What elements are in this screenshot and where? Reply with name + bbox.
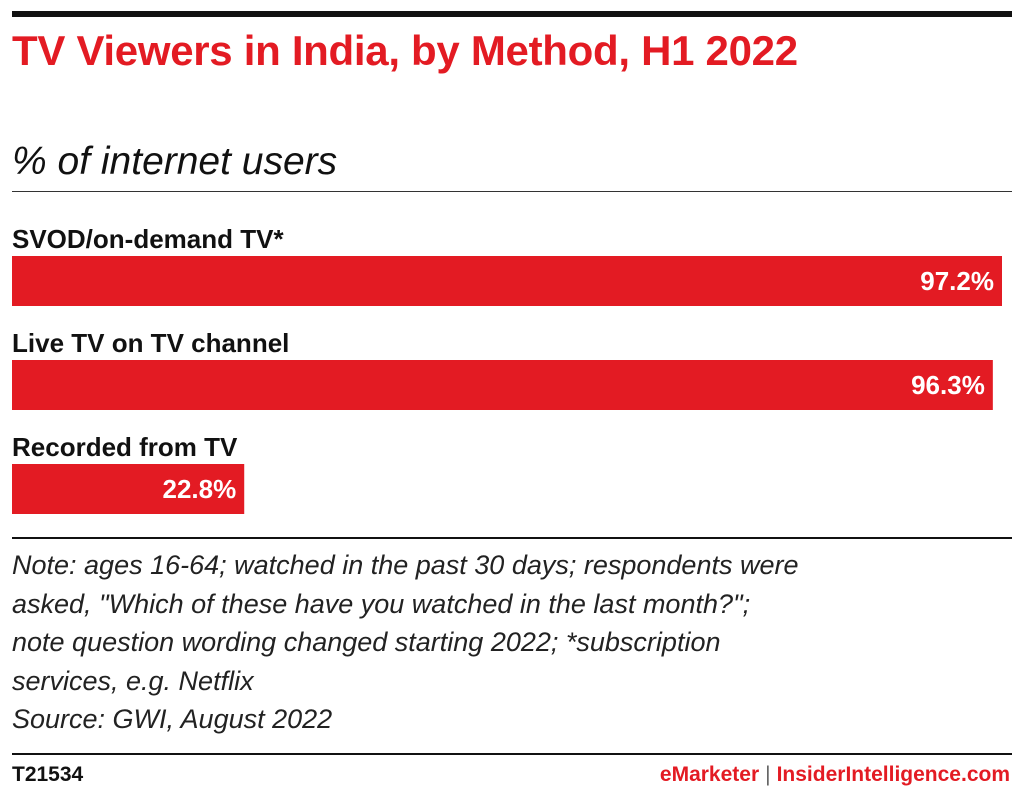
brand-separator: | — [765, 763, 771, 786]
value-label: 97.2% — [920, 266, 994, 296]
note-line: services, e.g. Netflix — [12, 665, 254, 696]
chart-title: TV Viewers in India, by Method, H1 2022 — [12, 27, 798, 74]
bar — [12, 360, 993, 410]
chart-id: T21534 — [12, 763, 84, 786]
bar — [12, 464, 245, 514]
top-rule — [12, 11, 1012, 17]
note-line: Note: ages 16-64; watched in the past 30… — [12, 550, 799, 580]
value-label: 96.3% — [911, 370, 985, 400]
footer-divider — [12, 753, 1012, 755]
chart-subtitle: % of internet users — [12, 140, 338, 183]
category-label: Recorded from TV — [12, 432, 238, 462]
category-label: Live TV on TV channel — [12, 328, 289, 358]
notes-divider — [12, 537, 1012, 539]
brand-emarketer: eMarketer — [659, 763, 760, 786]
header-divider — [12, 191, 1012, 192]
note-line: note question wording changed starting 2… — [12, 627, 721, 657]
source-line: Source: GWI, August 2022 — [12, 704, 333, 734]
note-line: asked, "Which of these have you watched … — [12, 588, 751, 619]
chart-note: Note: ages 16-64; watched in the past 30… — [12, 546, 1012, 739]
brand-insider-intelligence: InsiderIntelligence.com — [776, 763, 1010, 786]
bar — [12, 256, 1002, 306]
footer-brand[interactable]: eMarketer | InsiderIntelligence.com — [660, 763, 1010, 787]
value-label: 22.8% — [162, 474, 236, 504]
category-label: SVOD/on-demand TV* — [12, 224, 284, 254]
